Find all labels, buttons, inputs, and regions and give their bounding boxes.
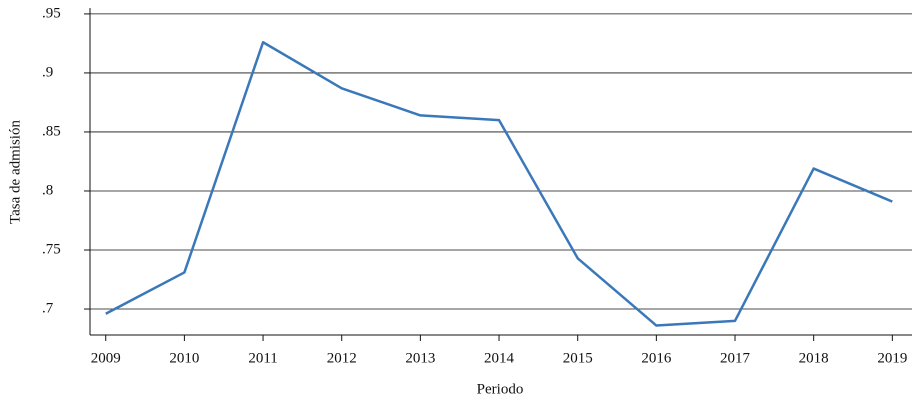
y-tick-label: .75 — [42, 241, 61, 257]
x-tick-label: 2018 — [799, 350, 829, 366]
x-tick-label: 2014 — [484, 350, 515, 366]
y-tick-label: .7 — [42, 300, 54, 316]
x-tick-label: 2019 — [877, 350, 907, 366]
x-tick-label: 2011 — [248, 350, 277, 366]
y-axis-label: Tasa de admisión — [7, 120, 23, 224]
x-tick-label: 2013 — [405, 350, 435, 366]
x-axis-label: Periodo — [477, 381, 524, 397]
x-tick-label: 2012 — [327, 350, 357, 366]
y-tick-label: .85 — [42, 123, 61, 139]
data-line — [105, 40, 893, 327]
x-tick-label: 2016 — [641, 350, 672, 366]
x-tick-label: 2017 — [720, 350, 751, 366]
y-tick-label: .95 — [42, 5, 61, 21]
x-tick-label: 2009 — [91, 350, 121, 366]
y-tick-label: .9 — [42, 64, 53, 80]
y-tick-label: .8 — [42, 182, 53, 198]
x-tick-label: 2010 — [169, 350, 199, 366]
x-tick-label: 2015 — [563, 350, 593, 366]
